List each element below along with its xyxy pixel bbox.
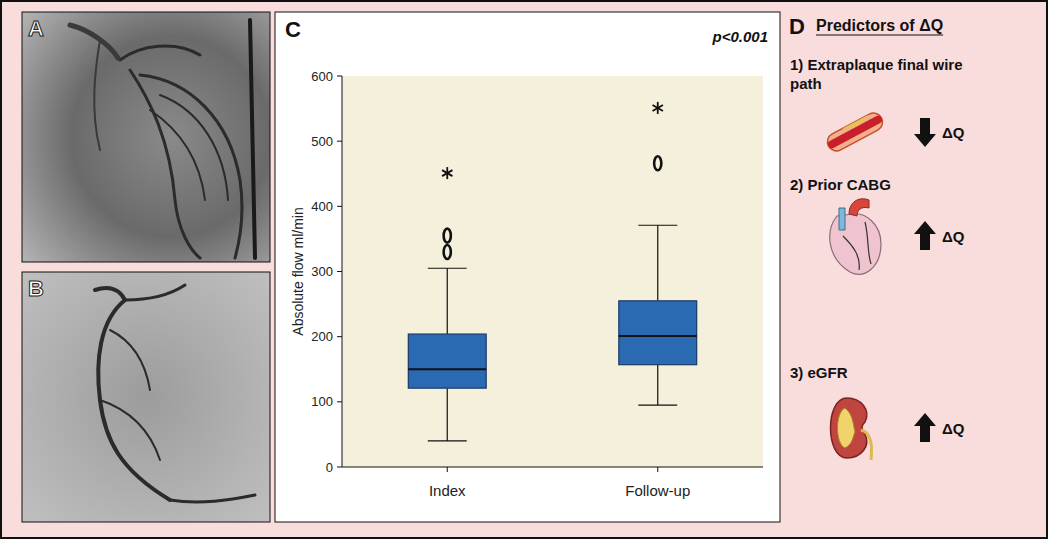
upper-whisker <box>447 268 448 334</box>
vena-cava <box>839 208 845 230</box>
text-line: path <box>790 75 822 92</box>
extreme-outlier <box>442 167 452 179</box>
y-tick <box>337 206 342 207</box>
vessel-lumen <box>827 114 884 149</box>
down-arrow <box>914 118 936 147</box>
y-tick <box>337 467 342 468</box>
y-tick <box>337 401 342 402</box>
vessel <box>70 25 118 58</box>
y-axis-title: Absolute flow ml/min <box>290 207 306 335</box>
y-tick-label: 600 <box>311 69 333 84</box>
text-line: 3) eGFR <box>790 364 848 381</box>
figure-background <box>1 1 1047 538</box>
vessel <box>94 40 100 150</box>
predictors-title: Predictors of ΔQ <box>816 17 943 34</box>
x-tick <box>447 467 448 472</box>
upper-whisker-cap <box>638 225 677 226</box>
outlier <box>444 245 451 259</box>
y-tick <box>337 271 342 272</box>
angiogram-image <box>22 12 270 262</box>
y-tick <box>337 76 342 77</box>
vessel <box>120 46 200 60</box>
heart-body <box>830 214 881 274</box>
panel-letter: B <box>28 276 44 301</box>
median <box>619 335 697 337</box>
lower-whisker <box>447 388 448 441</box>
y-tick-label: 400 <box>311 199 333 214</box>
outlier <box>444 229 451 243</box>
plaque <box>842 115 871 133</box>
angiogram-image <box>22 272 270 522</box>
y-tick-label: 100 <box>311 394 333 409</box>
kidney-body <box>831 398 867 458</box>
vessel-icon <box>824 110 885 154</box>
predictor-label: 2) Prior CABG <box>790 176 891 193</box>
upper-whisker-cap <box>428 268 467 269</box>
vessel <box>150 110 205 200</box>
graft <box>865 222 871 264</box>
asterisk-stroke <box>442 170 452 176</box>
lower-whisker-cap <box>638 404 677 405</box>
box <box>619 301 697 365</box>
y-tick-label: 500 <box>311 134 333 149</box>
panel-letter: D <box>789 14 805 39</box>
y-tick <box>337 141 342 142</box>
vessel <box>100 400 160 460</box>
panel-letter: C <box>285 17 301 42</box>
lower-whisker-cap <box>428 440 467 441</box>
aorta <box>849 199 869 216</box>
y-tick-label: 200 <box>311 329 333 344</box>
marks <box>408 102 696 441</box>
predictor-effect: ΔQ <box>942 420 965 437</box>
asterisk-stroke <box>442 170 452 176</box>
vessel-wall <box>824 110 885 154</box>
vessel <box>170 495 255 502</box>
x-tick-label: Index <box>429 482 466 499</box>
vessel <box>95 288 170 500</box>
plot-area <box>342 76 763 467</box>
text-line: 1) Extraplaque final wire <box>790 56 963 73</box>
y-tick <box>337 336 342 337</box>
ureter <box>861 430 872 460</box>
extreme-outlier <box>653 102 663 114</box>
vessel <box>110 330 150 390</box>
title-underline <box>816 34 943 35</box>
vessel <box>130 70 200 258</box>
vessel <box>125 285 185 300</box>
x-axis <box>342 467 763 468</box>
predictor-effect: ΔQ <box>942 228 965 245</box>
predictor-effect: ΔQ <box>942 124 965 141</box>
panel-letter: A <box>28 16 44 41</box>
vessel <box>160 95 228 200</box>
renal-pelvis <box>838 408 856 448</box>
graft <box>843 236 859 270</box>
outlier <box>654 156 661 170</box>
p-value: p<0.001 <box>712 28 768 45</box>
predictor-label: 3) eGFR <box>790 364 848 381</box>
kidney-icon <box>831 398 872 460</box>
upper-whisker <box>657 225 658 301</box>
box <box>408 334 486 388</box>
lower-whisker <box>657 365 658 405</box>
heart-icon <box>830 199 881 275</box>
x-tick <box>657 467 658 472</box>
x-tick-label: Follow-up <box>625 482 690 499</box>
vessel <box>140 75 242 258</box>
text-line: 2) Prior CABG <box>790 176 891 193</box>
predictor-label: 1) Extraplaque final wire path <box>790 56 963 92</box>
asterisk-stroke <box>653 105 663 111</box>
vessel <box>250 20 255 258</box>
y-tick-label: 300 <box>311 264 333 279</box>
y-tick-label: 0 <box>326 460 333 475</box>
median <box>408 368 486 370</box>
figure: A B Cp<0.001 0 100 200 300 400 500 600 Absolute fl… <box>0 0 1048 539</box>
asterisk-stroke <box>653 105 663 111</box>
panel-c-background <box>275 12 780 522</box>
up-arrow <box>914 413 936 442</box>
up-arrow <box>914 221 936 250</box>
